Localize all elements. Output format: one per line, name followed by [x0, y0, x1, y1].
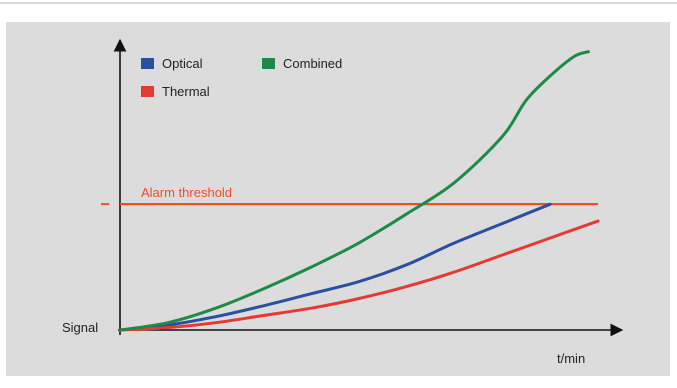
series-line-thermal — [118, 219, 600, 332]
series-line-optical — [118, 202, 552, 332]
legend-label-thermal: Thermal — [162, 84, 210, 99]
threshold-label: Alarm threshold — [141, 185, 232, 200]
legend-label-optical: Optical — [162, 56, 203, 71]
legend-swatch-optical — [141, 58, 154, 69]
legend-swatch-thermal — [141, 86, 154, 97]
legend-label-combined: Combined — [283, 56, 342, 71]
series-group — [118, 50, 600, 332]
threshold-group: Alarm threshold — [101, 185, 598, 206]
axes — [113, 38, 624, 337]
y-axis-label: Signal — [62, 320, 98, 335]
legend: Optical Thermal Combined — [141, 56, 342, 99]
legend-swatch-combined — [262, 58, 275, 69]
series-line-combined — [118, 50, 590, 332]
plot-panel — [6, 22, 670, 376]
x-axis-label: t/min — [557, 351, 585, 366]
